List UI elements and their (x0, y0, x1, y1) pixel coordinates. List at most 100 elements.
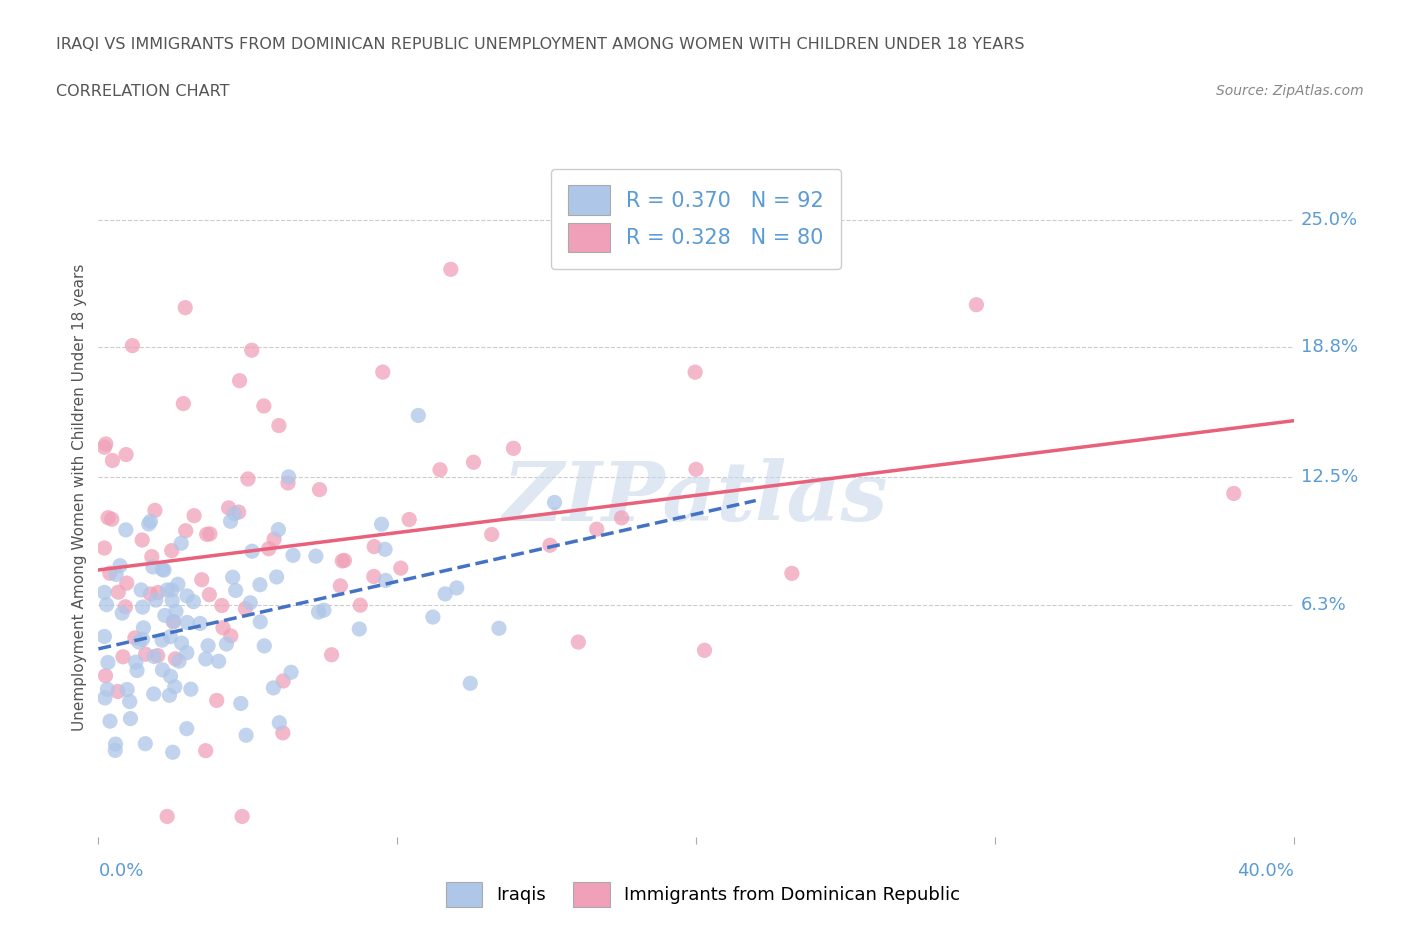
Point (108, 558, 131, 573)
Point (502, 441, 524, 456)
Point (183, 594, 205, 609)
Point (538, 538, 561, 552)
Point (389, 561, 412, 576)
Point (194, 652, 217, 667)
Point (156, 582, 179, 597)
Point (195, 527, 218, 542)
Point (215, 636, 238, 651)
Text: ZIPatlas: ZIPatlas (503, 458, 889, 538)
Point (93, 440, 115, 455)
Point (167, 577, 190, 591)
Point (156, 809, 179, 824)
Point (114, 523, 136, 538)
Point (329, 578, 352, 593)
Point (194, 743, 217, 758)
Point (142, 560, 165, 575)
Point (111, 605, 134, 620)
Point (180, 682, 202, 697)
Point (277, 470, 299, 485)
Point (170, 635, 193, 650)
Point (253, 638, 276, 653)
Point (152, 562, 174, 577)
Point (263, 532, 285, 547)
Point (93, 629, 115, 644)
Point (146, 585, 169, 600)
Point (305, 549, 328, 564)
Point (93, 540, 115, 555)
Point (159, 630, 181, 644)
Point (228, 505, 250, 520)
Point (115, 576, 138, 591)
Point (458, 676, 481, 691)
Point (481, 527, 503, 542)
Point (271, 725, 294, 740)
Point (159, 688, 181, 703)
Point (121, 339, 143, 353)
Text: IRAQI VS IMMIGRANTS FROM DOMINICAN REPUBLIC UNEMPLOYMENT AMONG WOMEN WITH CHILDR: IRAQI VS IMMIGRANTS FROM DOMINICAN REPUB… (56, 37, 1025, 52)
Point (231, 809, 253, 824)
Point (225, 583, 247, 598)
Text: CORRELATION CHART: CORRELATION CHART (56, 84, 229, 99)
Point (143, 649, 166, 664)
Point (208, 654, 231, 669)
Point (188, 616, 211, 631)
Point (321, 647, 343, 662)
Point (262, 681, 284, 696)
Point (308, 482, 330, 497)
Point (253, 399, 276, 414)
Point (239, 595, 262, 610)
Point (349, 621, 371, 636)
Point (219, 629, 242, 644)
Point (312, 603, 335, 618)
Point (780, 566, 803, 581)
Point (271, 673, 294, 688)
Point (267, 418, 290, 433)
Point (129, 582, 152, 597)
Point (281, 548, 304, 563)
Point (235, 728, 257, 743)
Point (176, 589, 198, 604)
Point (229, 696, 252, 711)
Point (98, 713, 121, 728)
Point (585, 522, 607, 537)
Point (97, 655, 120, 670)
Point (174, 524, 197, 538)
Point (422, 610, 444, 625)
Point (165, 604, 187, 618)
Text: 25.0%: 25.0% (1301, 211, 1358, 229)
Point (218, 500, 240, 515)
Point (198, 587, 221, 602)
Point (488, 621, 510, 636)
Point (120, 711, 142, 726)
Point (965, 298, 987, 312)
Point (330, 553, 353, 568)
Point (139, 587, 162, 602)
Point (139, 514, 162, 529)
Point (96, 682, 118, 697)
Point (308, 604, 330, 619)
Point (1223, 486, 1246, 501)
Point (131, 631, 153, 646)
Point (97, 511, 120, 525)
Point (143, 503, 166, 518)
Point (228, 373, 250, 388)
Text: 6.3%: 6.3% (1301, 595, 1347, 614)
Point (235, 601, 257, 616)
Point (374, 542, 396, 557)
Point (142, 686, 165, 701)
Y-axis label: Unemployment Among Women with Children Under 18 years: Unemployment Among Women with Children U… (72, 264, 87, 731)
Point (267, 522, 290, 537)
Point (96, 597, 118, 612)
Point (162, 745, 184, 760)
Point (446, 580, 468, 595)
Point (434, 587, 457, 602)
Point (198, 526, 221, 541)
Point (266, 569, 288, 584)
Point (146, 648, 169, 663)
Point (212, 620, 235, 635)
Point (249, 615, 271, 630)
Point (111, 649, 134, 664)
Point (162, 615, 184, 630)
Point (118, 694, 141, 709)
Point (153, 563, 176, 578)
